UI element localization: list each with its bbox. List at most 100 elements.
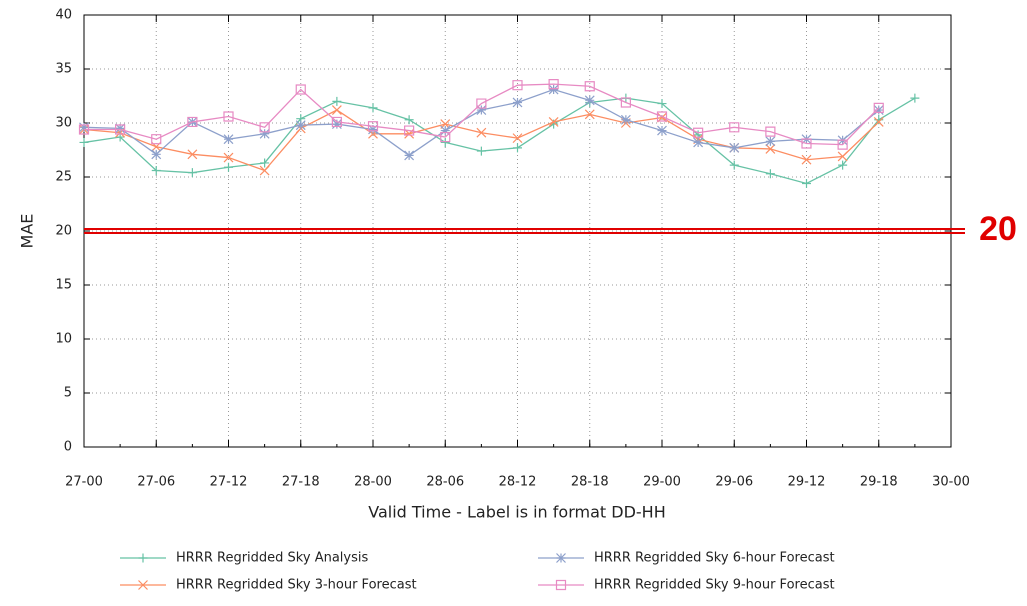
data-point: [295, 84, 306, 95]
data-point: [873, 102, 884, 113]
legend-marker: [138, 553, 148, 563]
y-axis-label: MAE: [18, 214, 37, 249]
data-point: [331, 116, 342, 128]
legend-marker: [555, 579, 567, 591]
x-tick-label: 29-18: [860, 475, 898, 490]
data-point: [78, 124, 90, 135]
data-point: [368, 124, 378, 135]
series-line: [83, 109, 880, 172]
data-point: [584, 81, 595, 92]
legend-label: HRRR Regridded Sky 6-hour Forecast: [594, 551, 835, 566]
x-tick-label: 29-00: [643, 475, 681, 490]
y-tick-label: 20: [55, 224, 72, 239]
data-point: [548, 116, 559, 127]
plot-frame: [83, 14, 952, 448]
data-point: [260, 158, 270, 168]
legend-label: HRRR Regridded Sky 3-hour Forecast: [176, 578, 417, 593]
x-tick-label: 29-12: [788, 475, 826, 490]
data-point: [729, 160, 739, 170]
data-point: [837, 139, 848, 150]
x-tick-label: 28-12: [499, 475, 537, 490]
data-point: [802, 178, 811, 188]
data-point: [512, 133, 523, 144]
legend-marker: [556, 553, 566, 563]
data-point: [187, 116, 198, 128]
x-tick-label: 28-18: [571, 475, 609, 490]
data-point: [223, 152, 234, 163]
data-point: [440, 131, 451, 143]
x-tick-label: 28-06: [426, 475, 464, 490]
data-point: [79, 122, 89, 133]
data-point: [765, 169, 775, 179]
data-point: [693, 137, 704, 148]
data-point: [765, 143, 776, 154]
data-point: [187, 168, 197, 178]
data-point: [332, 96, 342, 106]
data-point: [513, 143, 522, 153]
x-tick-label: 28-00: [354, 475, 392, 490]
series-line: [83, 97, 916, 185]
data-point: [873, 105, 884, 115]
data-point: [548, 84, 559, 95]
data-point: [404, 115, 414, 125]
data-point: [620, 114, 631, 125]
data-point: [693, 130, 703, 140]
data-point: [187, 149, 198, 160]
data-point: [259, 128, 270, 139]
data-point: [512, 97, 523, 108]
x-tick-label: 30-00: [932, 475, 970, 490]
data-point: [259, 165, 270, 176]
data-point: [295, 120, 306, 131]
data-point: [656, 111, 668, 122]
data-point: [584, 109, 595, 120]
data-point: [259, 122, 270, 133]
series-line: [84, 83, 880, 146]
y-tick-label: 35: [55, 62, 72, 77]
data-point: [729, 142, 740, 153]
data-point: [838, 160, 848, 170]
x-tick-label: 27-00: [65, 475, 103, 490]
data-point: [476, 105, 487, 115]
data-point: [79, 137, 89, 147]
x-axis-label: Valid Time - Label is in format DD-HH: [368, 503, 665, 522]
data-point: [765, 136, 776, 147]
data-point: [657, 99, 667, 109]
x-tick-label: 27-06: [137, 475, 175, 490]
y-tick-label: 30: [55, 116, 72, 131]
x-tick-label: 27-12: [210, 475, 248, 490]
data-point: [368, 103, 378, 113]
data-point: [620, 97, 631, 108]
legend-marker: [138, 580, 148, 590]
legend-label: HRRR Regridded Sky Analysis: [176, 551, 368, 566]
data-point: [729, 122, 740, 133]
y-tick-label: 40: [55, 8, 72, 23]
data-point: [801, 154, 812, 165]
y-tick-label: 0: [64, 440, 72, 455]
data-point: [115, 124, 126, 135]
y-tick-label: 25: [55, 170, 72, 185]
data-point: [331, 105, 342, 115]
data-point: [476, 127, 487, 138]
legend-label: HRRR Regridded Sky 9-hour Forecast: [594, 578, 835, 593]
data-point: [151, 166, 161, 176]
x-tick-label: 29-06: [715, 475, 753, 490]
y-tick-label: 15: [55, 278, 72, 293]
data-point: [548, 79, 559, 90]
data-point: [115, 123, 126, 134]
data-point: [693, 127, 704, 138]
data-point: [584, 95, 595, 106]
data-point: [837, 151, 848, 162]
data-point: [512, 80, 523, 91]
data-point: [223, 134, 234, 145]
threshold-label: 20: [979, 210, 1017, 248]
data-point: [476, 98, 487, 109]
data-point: [765, 126, 776, 137]
data-point: [440, 125, 451, 136]
data-point: [404, 125, 415, 136]
y-tick-label: 10: [55, 332, 72, 347]
data-point: [151, 149, 162, 160]
data-point: [440, 137, 450, 147]
y-tick-label: 5: [64, 386, 72, 401]
data-point: [367, 121, 379, 132]
